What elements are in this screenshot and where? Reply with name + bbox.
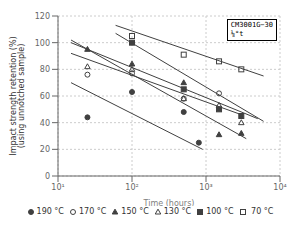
html-text:100 °C: 100 °C bbox=[206, 207, 234, 216]
svg-text:0: 0 bbox=[45, 172, 50, 181]
svg-text:10³: 10³ bbox=[199, 183, 212, 192]
html-text:190 °C: 190 °C bbox=[36, 207, 64, 216]
svg-text:120: 120 bbox=[35, 12, 50, 21]
svg-text:60: 60 bbox=[40, 92, 50, 101]
html-text:150 °C: 150 °C bbox=[121, 207, 149, 216]
svg-text:Impact strength retention (%)(: Impact strength retention (%)(using unno… bbox=[9, 36, 27, 155]
html-text:CM3001G−30: CM3001G−30 bbox=[230, 21, 273, 29]
svg-text:20: 20 bbox=[40, 145, 50, 154]
html-text:⅛°t: ⅛°t bbox=[230, 29, 244, 38]
svg-text:Time (hours): Time (hours) bbox=[143, 199, 195, 206]
svg-text:40: 40 bbox=[40, 119, 50, 128]
svg-text:10²: 10² bbox=[125, 183, 138, 192]
svg-text:10¹: 10¹ bbox=[51, 183, 64, 192]
html-text:70 °C: 70 °C bbox=[248, 207, 274, 216]
svg-text:100: 100 bbox=[35, 39, 50, 48]
svg-text:80: 80 bbox=[40, 65, 50, 74]
html-text:170 °C: 170 °C bbox=[79, 207, 107, 216]
svg-text:10⁴: 10⁴ bbox=[273, 183, 286, 192]
html-text:130 °C: 130 °C bbox=[163, 207, 192, 216]
